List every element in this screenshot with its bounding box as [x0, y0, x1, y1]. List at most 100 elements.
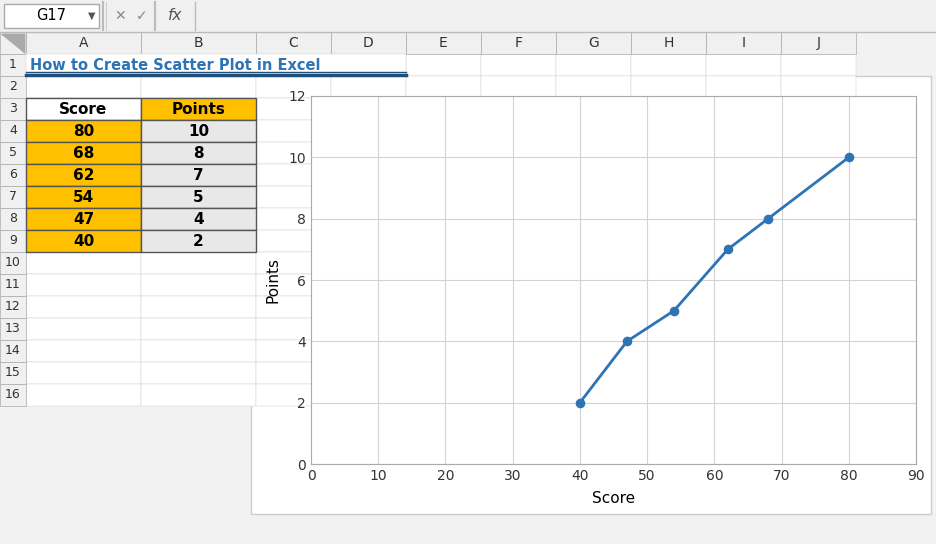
FancyBboxPatch shape — [331, 32, 406, 54]
Text: C: C — [288, 36, 299, 50]
FancyBboxPatch shape — [556, 340, 631, 362]
FancyBboxPatch shape — [26, 340, 141, 362]
FancyBboxPatch shape — [406, 120, 481, 142]
FancyBboxPatch shape — [26, 318, 141, 340]
FancyBboxPatch shape — [141, 186, 256, 208]
FancyBboxPatch shape — [631, 296, 706, 318]
FancyBboxPatch shape — [781, 318, 856, 340]
FancyBboxPatch shape — [331, 76, 406, 98]
FancyBboxPatch shape — [406, 54, 481, 76]
Point — [841, 153, 856, 162]
Text: 47: 47 — [73, 212, 95, 226]
FancyBboxPatch shape — [781, 208, 856, 230]
FancyBboxPatch shape — [141, 164, 256, 186]
FancyBboxPatch shape — [631, 54, 706, 76]
FancyBboxPatch shape — [141, 98, 256, 120]
FancyBboxPatch shape — [481, 76, 556, 98]
FancyBboxPatch shape — [26, 32, 141, 54]
FancyBboxPatch shape — [26, 164, 141, 186]
FancyBboxPatch shape — [256, 76, 331, 98]
FancyBboxPatch shape — [141, 186, 256, 208]
FancyBboxPatch shape — [0, 120, 26, 142]
FancyBboxPatch shape — [141, 164, 256, 186]
FancyBboxPatch shape — [0, 186, 26, 208]
FancyBboxPatch shape — [406, 98, 481, 120]
FancyBboxPatch shape — [26, 186, 141, 208]
FancyBboxPatch shape — [256, 384, 331, 406]
Text: fx: fx — [168, 9, 183, 23]
FancyBboxPatch shape — [406, 362, 481, 384]
FancyBboxPatch shape — [26, 142, 141, 164]
FancyBboxPatch shape — [331, 274, 406, 296]
FancyBboxPatch shape — [406, 32, 481, 54]
FancyBboxPatch shape — [406, 208, 481, 230]
FancyBboxPatch shape — [781, 230, 856, 252]
FancyBboxPatch shape — [781, 362, 856, 384]
Text: 13: 13 — [5, 323, 21, 336]
FancyBboxPatch shape — [631, 32, 706, 54]
FancyBboxPatch shape — [256, 340, 331, 362]
Text: 80: 80 — [73, 123, 95, 139]
FancyBboxPatch shape — [781, 32, 856, 54]
Text: 11: 11 — [5, 279, 21, 292]
FancyBboxPatch shape — [141, 76, 256, 98]
FancyBboxPatch shape — [331, 142, 406, 164]
FancyBboxPatch shape — [26, 164, 141, 186]
FancyBboxPatch shape — [706, 186, 781, 208]
FancyBboxPatch shape — [631, 340, 706, 362]
FancyBboxPatch shape — [26, 76, 141, 98]
FancyBboxPatch shape — [781, 340, 856, 362]
FancyBboxPatch shape — [556, 164, 631, 186]
Text: 10: 10 — [188, 123, 209, 139]
Text: 62: 62 — [73, 168, 95, 182]
FancyBboxPatch shape — [481, 252, 556, 274]
Text: 7: 7 — [9, 190, 17, 203]
FancyBboxPatch shape — [26, 230, 141, 252]
FancyBboxPatch shape — [256, 274, 331, 296]
FancyBboxPatch shape — [26, 54, 141, 76]
FancyBboxPatch shape — [141, 120, 256, 142]
FancyBboxPatch shape — [781, 274, 856, 296]
FancyBboxPatch shape — [0, 296, 26, 318]
FancyBboxPatch shape — [556, 76, 631, 98]
Text: 10: 10 — [5, 257, 21, 269]
FancyBboxPatch shape — [256, 54, 331, 76]
FancyBboxPatch shape — [0, 362, 26, 384]
FancyBboxPatch shape — [4, 4, 99, 28]
FancyBboxPatch shape — [631, 362, 706, 384]
Text: 6: 6 — [9, 169, 17, 182]
Text: 14: 14 — [5, 344, 21, 357]
FancyBboxPatch shape — [331, 230, 406, 252]
FancyBboxPatch shape — [256, 164, 331, 186]
FancyBboxPatch shape — [706, 230, 781, 252]
FancyBboxPatch shape — [0, 230, 26, 252]
Text: 7: 7 — [193, 168, 204, 182]
FancyBboxPatch shape — [631, 274, 706, 296]
FancyBboxPatch shape — [706, 384, 781, 406]
FancyBboxPatch shape — [0, 164, 26, 186]
Y-axis label: Points: Points — [265, 257, 280, 303]
FancyBboxPatch shape — [256, 142, 331, 164]
Text: 54: 54 — [73, 189, 95, 205]
FancyBboxPatch shape — [256, 230, 331, 252]
FancyBboxPatch shape — [781, 98, 856, 120]
FancyBboxPatch shape — [481, 208, 556, 230]
FancyBboxPatch shape — [141, 230, 256, 252]
FancyBboxPatch shape — [256, 296, 331, 318]
FancyBboxPatch shape — [26, 98, 141, 120]
FancyBboxPatch shape — [556, 142, 631, 164]
FancyBboxPatch shape — [331, 98, 406, 120]
FancyBboxPatch shape — [256, 98, 331, 120]
FancyBboxPatch shape — [0, 340, 26, 362]
FancyBboxPatch shape — [631, 252, 706, 274]
Text: G: G — [588, 36, 599, 50]
Text: 3: 3 — [9, 102, 17, 115]
FancyBboxPatch shape — [556, 208, 631, 230]
Text: D: D — [363, 36, 373, 50]
FancyBboxPatch shape — [556, 186, 631, 208]
Point — [761, 214, 776, 223]
FancyBboxPatch shape — [631, 142, 706, 164]
FancyBboxPatch shape — [141, 318, 256, 340]
FancyBboxPatch shape — [251, 76, 931, 514]
Text: G17: G17 — [36, 9, 66, 23]
